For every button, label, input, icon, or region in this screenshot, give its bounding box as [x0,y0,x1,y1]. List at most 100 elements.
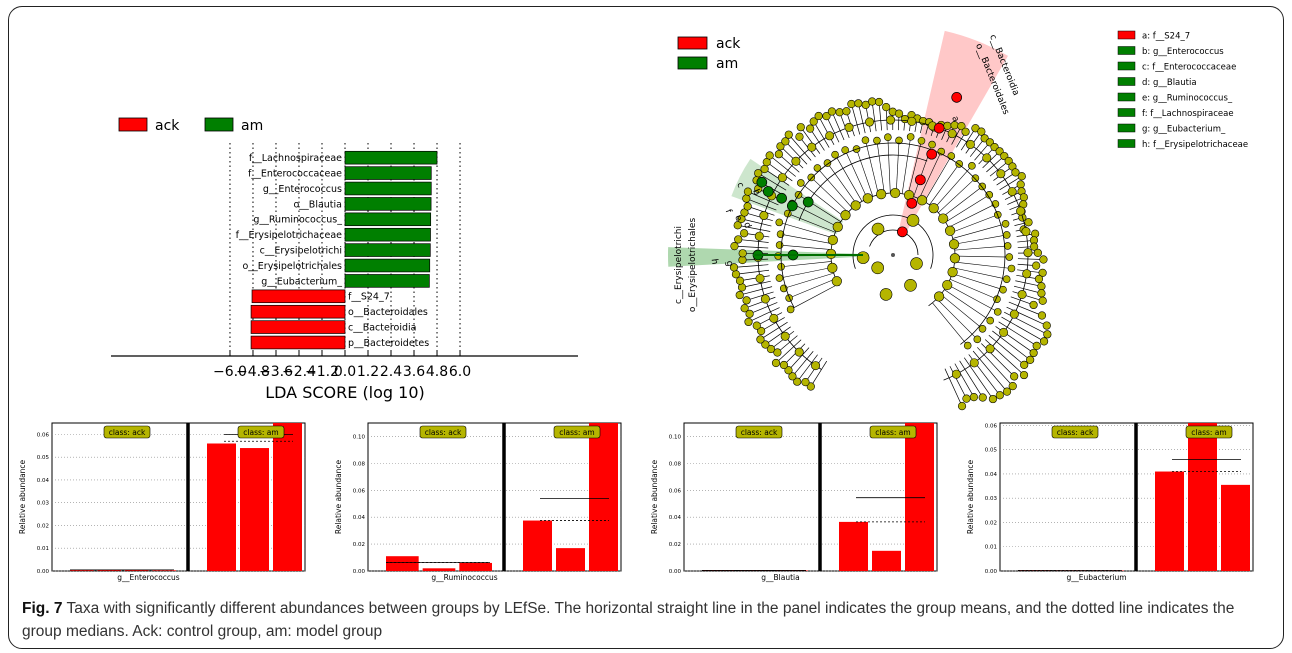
node [947,266,958,278]
branch [844,149,868,199]
branch [953,267,1007,280]
branch [810,360,828,387]
y-tick-label: 0.00 [985,569,998,575]
node [827,262,838,273]
branch [942,186,983,218]
am-bar [207,443,236,571]
branch [950,214,998,234]
leaf-node [1042,321,1051,330]
y-tick-label: 0.02 [353,542,365,548]
y-tick-label: 0.06 [669,488,682,494]
node [775,274,784,282]
x-tick-label: 1.2 [357,364,379,380]
node [1016,206,1026,216]
legend-swatch-ack [677,36,708,50]
node [910,257,923,270]
branch [783,343,806,366]
branch [865,140,879,195]
branch [780,233,833,244]
key-swatch [1117,77,1136,86]
branch [887,137,891,194]
significant-node [802,196,814,208]
branch [851,103,861,135]
node [876,189,887,200]
lda-bar [344,227,431,242]
leaf-node [742,194,751,203]
node [862,193,873,204]
node [1021,227,1031,237]
lda-bar-label: p__Bacteroidetes [348,338,429,349]
legend-label-am: am [241,118,263,134]
x-tick-label: 6.0 [449,364,471,380]
lda-bar-label: c__Bacteroidia [348,323,417,334]
node [1009,309,1019,319]
branch [818,115,835,145]
branch [944,368,963,407]
branch [933,165,973,209]
leaf-node [1033,248,1042,257]
y-tick-label: 0.03 [985,496,998,502]
node [827,234,838,246]
lda-bar [344,212,432,227]
node [1002,275,1011,283]
leaf-node [943,121,952,130]
branch [788,347,810,371]
node [807,173,816,182]
lda-bar [344,181,432,196]
legend-label-ack: ack [155,118,180,134]
class-badge-label: class: ack [741,428,778,437]
leaf-node [1020,360,1029,369]
abundance-panel: 0.00 0.01 0.02 0.03 0.04 0.05 0.06 Relative abu… [966,422,1254,582]
y-tick-label: 0.04 [669,515,682,521]
branch [831,111,845,141]
node [844,122,854,132]
node [951,369,961,379]
leaf-node [1039,255,1048,264]
node [832,221,843,232]
branch [856,148,874,197]
node [947,152,956,160]
leaf-node [756,335,765,344]
figure-frame [8,6,1284,649]
node [965,139,975,149]
branch [938,177,976,213]
am-bar [589,423,618,571]
leaf-node [961,127,970,136]
branch [790,283,839,310]
branch [746,198,777,211]
ack-bar [459,562,492,571]
ack-bar [422,568,456,571]
panel-frame [683,422,938,572]
leaf-node [793,377,802,386]
key-label: f: f__Lachnospiraceae [1142,109,1234,119]
branch [876,140,885,194]
branch [770,330,795,350]
node [1017,289,1027,299]
x-tick-label: −2.4 [282,364,316,380]
leaf-node [1011,168,1020,177]
branch [945,194,990,223]
am-bar [905,423,934,571]
leaf-node [752,321,761,330]
branch [954,363,975,398]
significant-node [776,192,787,204]
branch [733,264,769,268]
lda-bar [344,243,431,257]
branch [791,203,838,228]
am-bar [1188,423,1217,571]
branch [741,280,771,288]
branch [805,357,823,383]
leaf-node [1038,268,1047,277]
node [917,195,928,206]
x-tick-label: 0.0 [334,364,356,380]
leaf-node [962,394,971,403]
y-tick-label: 0.03 [37,501,50,507]
node [813,164,822,172]
branch [788,134,812,161]
leaf-node [743,202,752,211]
branch [764,168,790,186]
branch [769,155,796,177]
node [1022,269,1032,279]
leaf-node [835,108,844,117]
node [906,133,915,141]
